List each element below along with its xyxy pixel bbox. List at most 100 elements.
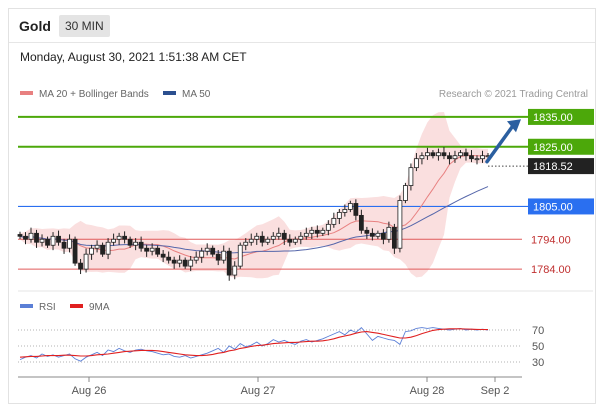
- candle-body: [177, 259, 183, 264]
- candle-body: [320, 229, 326, 234]
- rsi-line: [19, 326, 489, 362]
- candle-body: [403, 185, 408, 201]
- candle-body: [292, 238, 298, 243]
- candle-body: [254, 235, 260, 240]
- candle-body: [397, 200, 403, 249]
- candle-body: [17, 234, 23, 237]
- candle-body: [419, 155, 425, 160]
- resistance-label: 1825.00: [533, 142, 573, 154]
- candle-body: [480, 155, 485, 160]
- forecast-arrow: [485, 119, 521, 164]
- candle-body: [232, 265, 238, 276]
- candle-body: [237, 244, 243, 267]
- legend-label: MA 20 + Bollinger Bands: [39, 89, 149, 100]
- candle-body: [28, 232, 34, 240]
- candle-body: [441, 152, 447, 157]
- candle-body: [67, 238, 72, 249]
- candle-body: [122, 235, 128, 240]
- candle-body: [100, 244, 105, 255]
- candle-body: [111, 238, 116, 243]
- rsi-legend: RSI 9MA: [20, 302, 110, 313]
- candle-body: [133, 241, 139, 246]
- candle-body: [369, 232, 375, 237]
- candle-body: [265, 238, 271, 243]
- candle-body: [380, 232, 386, 240]
- candle-body: [182, 259, 188, 267]
- candle-body: [83, 253, 89, 270]
- rsi-tick-label: 70: [532, 325, 544, 337]
- candle-body: [243, 241, 249, 246]
- candle-body: [45, 238, 50, 246]
- research-credit: Research © 2021 Trading Central: [439, 89, 588, 100]
- rsi-ma-line: [19, 328, 489, 358]
- x-tick-label: Aug 27: [241, 385, 276, 397]
- candle-body: [166, 256, 172, 261]
- legend-swatch: [20, 91, 33, 95]
- legend-swatch: [20, 304, 33, 308]
- candle-body: [436, 152, 441, 157]
- chart-datetime: Monday, August 30, 2021 1:51:38 AM CET: [20, 50, 247, 64]
- price-legend: MA 20 + Bollinger Bands MA 50: [20, 89, 211, 100]
- candle-body: [463, 152, 469, 157]
- candle-body: [425, 152, 430, 157]
- candle-body: [303, 232, 309, 237]
- candlesticks: [17, 147, 491, 281]
- candle-body: [364, 229, 370, 234]
- rsi-lines: [19, 326, 489, 362]
- candle-body: [116, 235, 122, 240]
- candle-body: [215, 253, 221, 261]
- legend-label: MA 50: [182, 89, 211, 100]
- pivot-tag: [528, 198, 594, 215]
- timeframe-badge[interactable]: 30 MIN: [59, 15, 110, 37]
- candle-body: [309, 229, 315, 234]
- legend-label: 9MA: [89, 302, 110, 313]
- candle-body: [188, 259, 194, 267]
- legend-swatch: [70, 304, 83, 308]
- candle-body: [226, 250, 232, 276]
- candle-body: [336, 212, 342, 219]
- resistance-tag: [528, 138, 594, 155]
- candle-body: [353, 203, 359, 216]
- x-tick-label: Sep 2: [481, 385, 510, 397]
- rsi-tick-label: 50: [532, 341, 544, 353]
- candle-body: [193, 256, 199, 261]
- candle-body: [171, 259, 177, 264]
- candle-body: [56, 235, 61, 243]
- ma20-line: [19, 154, 488, 260]
- candle-body: [469, 155, 474, 160]
- price-levels: [18, 115, 528, 270]
- candle-body: [144, 247, 150, 252]
- candle-body: [287, 238, 293, 243]
- support-label: 1794.00: [531, 234, 571, 246]
- candle-body: [270, 235, 276, 240]
- candle-body: [331, 217, 337, 225]
- candle-body: [259, 235, 265, 243]
- candle-body: [78, 262, 83, 270]
- candle-body: [61, 241, 67, 249]
- candle-body: [221, 250, 227, 261]
- candle-body: [391, 226, 397, 249]
- candle-body: [408, 167, 414, 186]
- candle-body: [325, 223, 331, 231]
- x-axis: Aug 26 Aug 27 Aug 28 Sep 2: [18, 376, 522, 397]
- candle-body: [204, 247, 210, 252]
- candle-body: [474, 158, 480, 161]
- candle-body: [342, 209, 348, 213]
- forecast-arrow-head: [507, 119, 521, 133]
- candle-body: [414, 158, 419, 169]
- rsi-grid: 70 50 30: [18, 325, 544, 369]
- candle-body: [199, 250, 205, 258]
- candle-body: [358, 214, 364, 231]
- candle-body: [458, 152, 463, 157]
- chart-header: Gold 30 MIN: [9, 9, 595, 43]
- legend-label: RSI: [39, 302, 56, 313]
- candle-body: [39, 238, 45, 243]
- x-tick-label: Aug 28: [410, 385, 445, 397]
- candle-body: [452, 155, 458, 160]
- candle-body: [386, 226, 392, 240]
- candle-body: [447, 155, 452, 160]
- candle-body: [105, 241, 111, 255]
- candle-body: [160, 253, 166, 258]
- rsi-tick-label: 30: [532, 357, 544, 369]
